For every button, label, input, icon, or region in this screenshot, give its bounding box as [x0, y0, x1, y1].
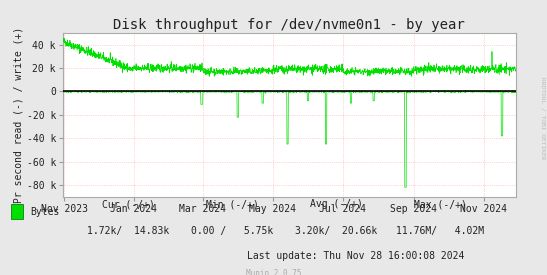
- Text: Last update: Thu Nov 28 16:00:08 2024: Last update: Thu Nov 28 16:00:08 2024: [247, 251, 464, 261]
- Text: Cur (-/+): Cur (-/+): [102, 199, 155, 210]
- Text: Max (-/+): Max (-/+): [414, 199, 467, 210]
- Text: 0.00 /   5.75k: 0.00 / 5.75k: [191, 226, 274, 236]
- Y-axis label: Pr second read (-) / write (+): Pr second read (-) / write (+): [14, 27, 24, 203]
- Text: Avg (-/+): Avg (-/+): [310, 199, 363, 210]
- Text: 11.76M/   4.02M: 11.76M/ 4.02M: [396, 226, 485, 236]
- Bar: [11, 205, 23, 219]
- Text: RRDTOOL / TOBI OETIKER: RRDTOOL / TOBI OETIKER: [541, 77, 546, 160]
- Text: 1.72k/  14.83k: 1.72k/ 14.83k: [88, 226, 170, 236]
- Text: Munin 2.0.75: Munin 2.0.75: [246, 269, 301, 275]
- Text: 3.20k/  20.66k: 3.20k/ 20.66k: [295, 226, 377, 236]
- Text: Min (-/+): Min (-/+): [206, 199, 259, 210]
- Title: Disk throughput for /dev/nvme0n1 - by year: Disk throughput for /dev/nvme0n1 - by ye…: [113, 18, 465, 32]
- Text: Bytes: Bytes: [30, 207, 60, 216]
